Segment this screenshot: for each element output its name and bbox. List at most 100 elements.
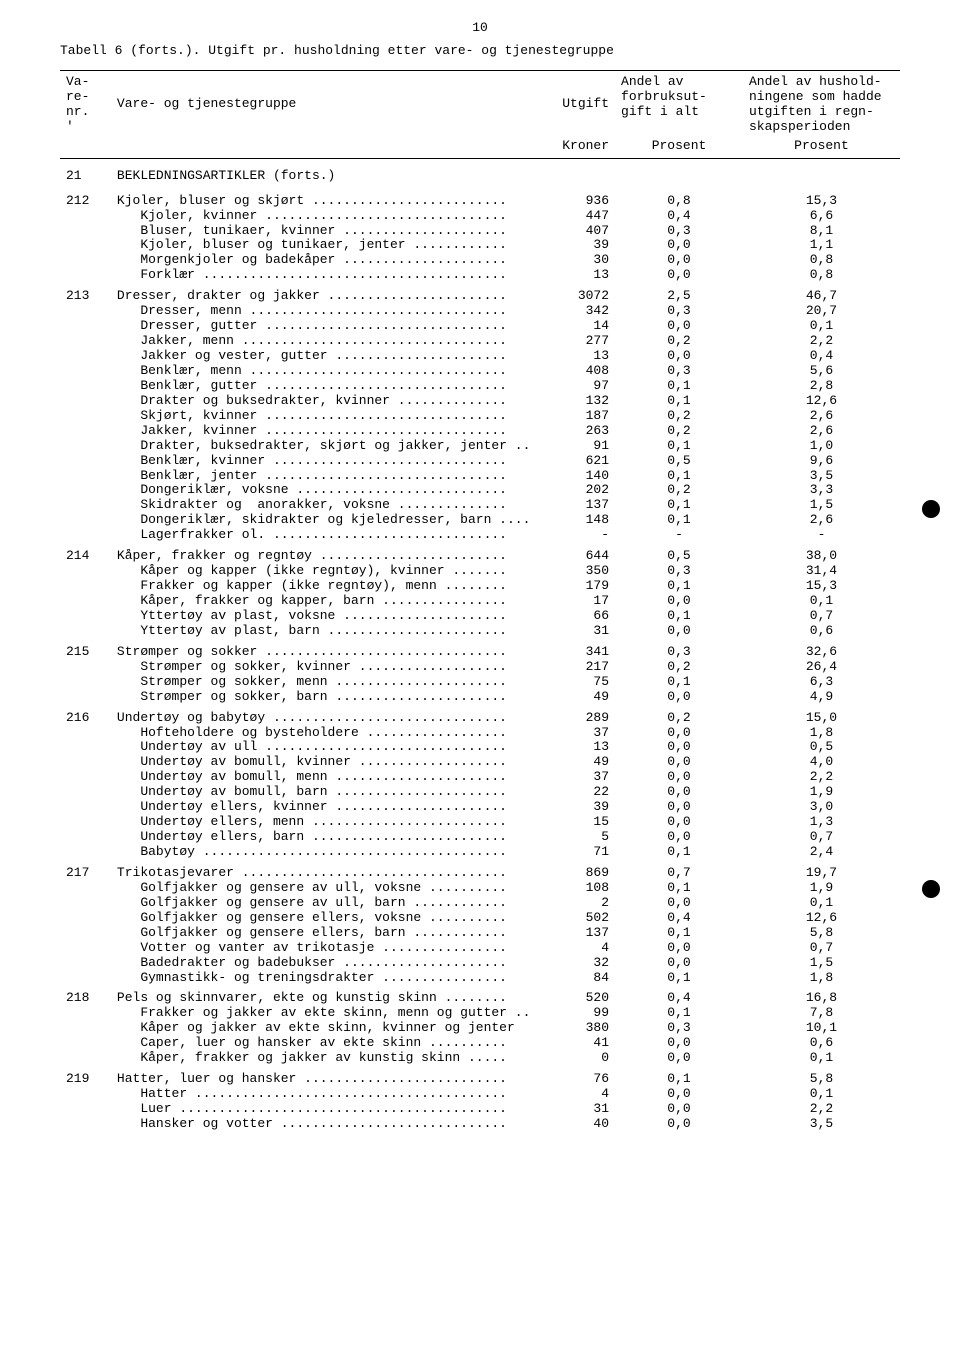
row-label: Kåper, frakker og jakker av kunstig skin… — [111, 1051, 536, 1066]
row-pct1: 0,0 — [615, 1036, 743, 1051]
row-pct2: 3,5 — [743, 1117, 900, 1132]
row-nr — [60, 830, 111, 845]
row-value: 137 — [536, 926, 615, 941]
row-pct1: 0,0 — [615, 1051, 743, 1066]
row-pct1: 0,3 — [615, 645, 743, 660]
row-nr — [60, 1102, 111, 1117]
row-label: Strømper og sokker, menn ...............… — [111, 675, 536, 690]
row-label: Morgenkjoler og badekåper ..............… — [111, 253, 536, 268]
row-nr: 213 — [60, 289, 111, 304]
row-nr — [60, 624, 111, 639]
row-value: 40 — [536, 1117, 615, 1132]
row-value: 869 — [536, 866, 615, 881]
row-label: Babytøy ................................… — [111, 845, 536, 860]
row-pct2: 7,8 — [743, 1006, 900, 1021]
row-pct2: 1,8 — [743, 726, 900, 741]
unit-p2: Prosent — [743, 137, 900, 158]
row-pct2: 5,6 — [743, 364, 900, 379]
row-value: 2 — [536, 896, 615, 911]
row-value: 5 — [536, 830, 615, 845]
row-nr: 215 — [60, 645, 111, 660]
row-pct1: 0,0 — [615, 319, 743, 334]
row-label: Hatter, luer og hansker ................… — [111, 1072, 536, 1087]
row-pct1: 0,1 — [615, 498, 743, 513]
row-value: 132 — [536, 394, 615, 409]
row-pct2: 1,5 — [743, 498, 900, 513]
row-value: 15 — [536, 815, 615, 830]
table-row: Undertøy av bomull, menn ...............… — [60, 770, 900, 785]
row-value: 31 — [536, 624, 615, 639]
row-pct1: 0,4 — [615, 991, 743, 1006]
row-nr — [60, 660, 111, 675]
table-row: Drakter og buksedrakter, kvinner .......… — [60, 394, 900, 409]
row-pct1: 0,0 — [615, 268, 743, 283]
table-row: Benklær, gutter ........................… — [60, 379, 900, 394]
table-row: 215Strømper og sokker ..................… — [60, 645, 900, 660]
table-row: Undertøy ellers, kvinner ...............… — [60, 800, 900, 815]
row-label: Benklær, jenter ........................… — [111, 469, 536, 484]
row-pct1: 0,0 — [615, 956, 743, 971]
row-pct2: 0,1 — [743, 1051, 900, 1066]
row-label: Trikotasjevarer ........................… — [111, 866, 536, 881]
table-row: Caper, luer og hansker av ekte skinn ...… — [60, 1036, 900, 1051]
row-pct1: 0,1 — [615, 1006, 743, 1021]
row-label: Gymnastikk- og treningsdrakter .........… — [111, 971, 536, 986]
row-label: Undertøy av bomull, kvinner ............… — [111, 755, 536, 770]
row-value: 97 — [536, 379, 615, 394]
row-value: 39 — [536, 238, 615, 253]
table-row: Skidrakter og anorakker, voksne ........… — [60, 498, 900, 513]
table-row: Frakker og kapper (ikke regntøy), menn .… — [60, 579, 900, 594]
row-nr — [60, 498, 111, 513]
row-pct2: 0,7 — [743, 830, 900, 845]
row-value: 0 — [536, 1051, 615, 1066]
row-value: 341 — [536, 645, 615, 660]
table-row: Hatter .................................… — [60, 1087, 900, 1102]
row-pct2: 0,6 — [743, 624, 900, 639]
unit-blank1 — [60, 137, 111, 158]
row-pct2: 2,8 — [743, 379, 900, 394]
row-label: Pels og skinnvarer, ekte og kunstig skin… — [111, 991, 536, 1006]
row-value: 22 — [536, 785, 615, 800]
row-value: 71 — [536, 845, 615, 860]
row-value: 13 — [536, 268, 615, 283]
row-nr — [60, 564, 111, 579]
row-pct2: 20,7 — [743, 304, 900, 319]
table-row: Strømper og sokker, barn ...............… — [60, 690, 900, 705]
row-nr — [60, 815, 111, 830]
row-label: Bluser, tunikaer, kvinner ..............… — [111, 224, 536, 239]
row-label: Skidrakter og anorakker, voksne ........… — [111, 498, 536, 513]
row-pct2: 4,9 — [743, 690, 900, 705]
row-pct1: 0,2 — [615, 334, 743, 349]
row-pct1: 0,0 — [615, 594, 743, 609]
row-pct1: 0,1 — [615, 379, 743, 394]
row-value: 31 — [536, 1102, 615, 1117]
table-row: Strømper og sokker, menn ...............… — [60, 675, 900, 690]
table-row: Yttertøy av plast, voksne ..............… — [60, 609, 900, 624]
table-row: Dongeriklær, skidrakter og kjeledresser,… — [60, 513, 900, 528]
row-value: 936 — [536, 194, 615, 209]
row-nr — [60, 956, 111, 971]
row-value: 37 — [536, 770, 615, 785]
table-row: Votter og vanter av trikotasje .........… — [60, 941, 900, 956]
row-pct1: 0,2 — [615, 711, 743, 726]
row-value: 342 — [536, 304, 615, 319]
page: 10 Tabell 6 (forts.). Utgift pr. hushold… — [60, 20, 900, 1138]
row-label: Strømper og sokker .....................… — [111, 645, 536, 660]
row-label: Strømper og sokker, kvinner ............… — [111, 660, 536, 675]
row-label: Yttertøy av plast, voksne ..............… — [111, 609, 536, 624]
row-nr — [60, 238, 111, 253]
row-label: Luer ...................................… — [111, 1102, 536, 1117]
row-label: Votter og vanter av trikotasje .........… — [111, 941, 536, 956]
row-pct1: 0,1 — [615, 1072, 743, 1087]
row-nr — [60, 439, 111, 454]
unit-blank2 — [111, 137, 536, 158]
row-value: - — [536, 528, 615, 543]
row-pct1: 2,5 — [615, 289, 743, 304]
row-nr — [60, 911, 111, 926]
row-pct1: 0,3 — [615, 564, 743, 579]
row-value: 447 — [536, 209, 615, 224]
header-nr: Va- re- nr. ' — [60, 71, 111, 137]
row-nr — [60, 926, 111, 941]
row-value: 91 — [536, 439, 615, 454]
row-pct1: 0,0 — [615, 800, 743, 815]
